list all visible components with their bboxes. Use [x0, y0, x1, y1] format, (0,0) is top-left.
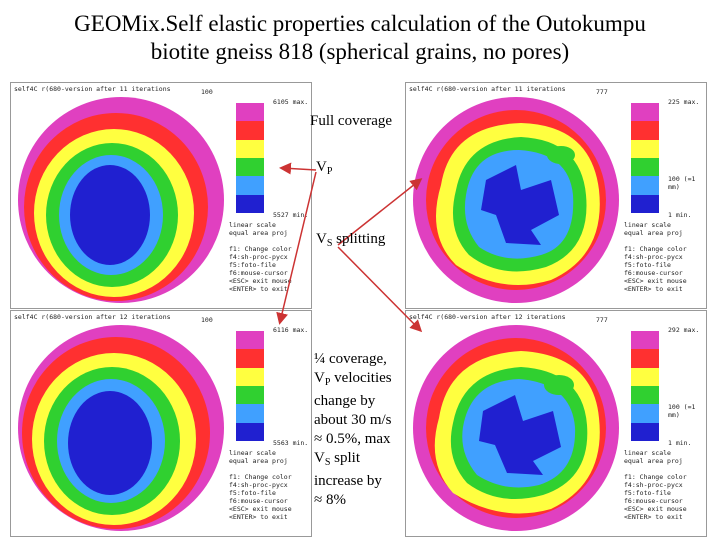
note-line: change by	[314, 393, 376, 409]
note-line: ≈ 0.5%, max	[314, 431, 391, 447]
vs-quarter-coverage-panel: self4C r(680-version after 12 iterations…	[405, 310, 707, 537]
vs-pole-figure	[413, 97, 619, 303]
note-vp-main: V	[314, 370, 325, 386]
vp-quarter-coverage-panel: self4C r(680-version after 12 iterations…	[10, 310, 312, 537]
vs-full-coverage-panel: self4C r(680-version after 11 iterations…	[405, 82, 707, 309]
scale-min-label: 1 min.	[668, 211, 692, 219]
note-vs-rest: split	[330, 450, 360, 466]
slide-title: GEOMix.Self elastic properties calculati…	[0, 10, 720, 66]
panel-header: self4C r(680-version after 11 iterations	[409, 85, 566, 93]
scale-min-label: 1 min.	[668, 439, 692, 447]
vs-splitting-label: VS splitting	[316, 230, 385, 253]
quarter-coverage-note: ¼ coverage, VP velocities change by abou…	[314, 350, 392, 510]
vs-label-sub: S	[326, 238, 333, 249]
vp-label-main: V	[316, 159, 327, 175]
vs-color-scale	[631, 103, 659, 213]
scale-max-label: 6105 max.	[273, 98, 309, 106]
note-line: ¼ coverage,	[314, 351, 387, 367]
full-coverage-label: Full coverage	[310, 113, 393, 129]
vp-label: VP	[316, 158, 332, 181]
note-vp-rest: velocities	[330, 370, 392, 386]
panel-header: self4C r(680-version after 11 iterations	[14, 85, 171, 93]
vp-color-scale	[236, 103, 264, 213]
help-text: linear scale equal area proj f1: Change …	[229, 221, 292, 293]
title-line-1: GEOMix.Self elastic properties calculati…	[74, 11, 646, 36]
note-line: about 30 m/s	[314, 412, 392, 428]
note-line: increase by	[314, 473, 382, 489]
vs-color-scale	[631, 331, 659, 441]
help-text: linear scale equal area proj f1: Change …	[229, 449, 292, 521]
vp-full-coverage-panel: self4C r(680-version after 11 iterations…	[10, 82, 312, 309]
note-line: ≈ 8%	[314, 492, 346, 508]
scale-unit-label: 100 (=1 mm)	[668, 403, 696, 419]
note-vp-sub: P	[324, 377, 331, 388]
help-text: linear scale equal area proj f1: Change …	[624, 449, 687, 521]
panel-top-value: 777	[596, 316, 608, 324]
vs-label-rest: splitting	[332, 231, 386, 247]
vp-pole-figure	[18, 97, 224, 303]
scale-max-label: 292 max.	[668, 326, 700, 334]
title-line-2: biotite gneiss 818 (spherical grains, no…	[150, 39, 570, 64]
panel-header: self4C r(680-version after 12 iterations	[14, 313, 171, 321]
help-text: linear scale equal area proj f1: Change …	[624, 221, 687, 293]
panel-top-value: 100	[201, 88, 213, 96]
note-line: VS split	[314, 449, 392, 472]
scale-min-label: 5527 min.	[273, 211, 309, 219]
note-vs-sub: S	[324, 457, 331, 468]
vs-pole-figure	[413, 325, 619, 531]
vs-label-main: V	[316, 231, 327, 247]
note-line: VP velocities	[314, 369, 392, 392]
vp-pole-figure	[18, 325, 224, 531]
note-vs-main: V	[314, 450, 325, 466]
vp-color-scale	[236, 331, 264, 441]
vp-label-sub: P	[326, 166, 333, 177]
scale-min-label: 5563 min.	[273, 439, 309, 447]
panel-top-value: 100	[201, 316, 213, 324]
scale-max-label: 6116 max.	[273, 326, 309, 334]
scale-unit-label: 100 (=1 mm)	[668, 175, 696, 191]
scale-max-label: 225 max.	[668, 98, 700, 106]
panel-top-value: 777	[596, 88, 608, 96]
panel-header: self4C r(680-version after 12 iterations	[409, 313, 566, 321]
